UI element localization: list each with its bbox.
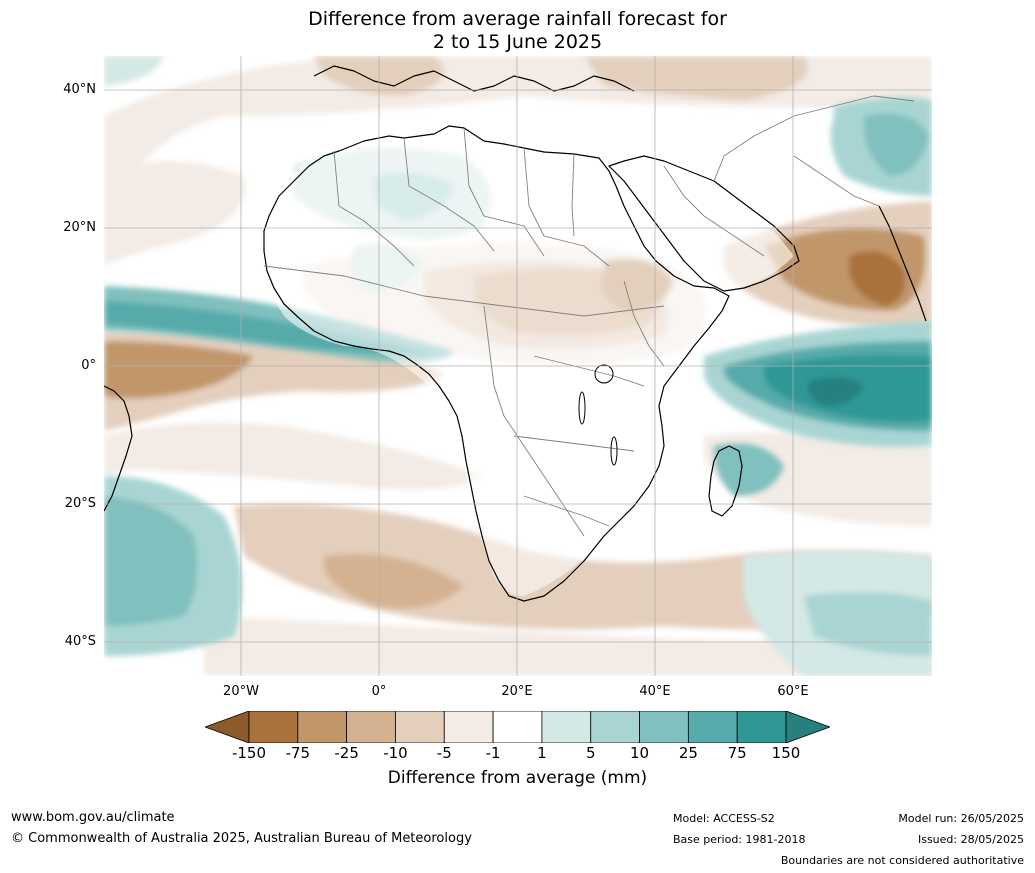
border-line: [403, 137, 495, 252]
colorbar-tick-label: -75: [285, 744, 311, 762]
wet-area-south-atlantic-core: [104, 496, 198, 626]
colorbar-tick-label: -25: [334, 744, 359, 762]
dry-area-southern-ocean-core: [324, 554, 464, 609]
colorbar-segment: [443, 710, 494, 744]
border-line: [663, 165, 765, 257]
footer-copyright: © Commonwealth of Australia 2025, Austra…: [11, 831, 472, 846]
wet-area-madagascar-channel: [714, 443, 784, 496]
border-line: [533, 355, 645, 387]
colorbar-segment: [541, 710, 592, 744]
lon-label-60e: 60°E: [777, 684, 809, 699]
colorbar-tick-label: 25: [678, 744, 698, 762]
map-title: Difference from average rainfall forecas…: [0, 8, 1035, 54]
border-line: [483, 305, 585, 537]
colorbar-tick-label: 150: [771, 744, 801, 762]
arabian-peninsula: [624, 163, 794, 291]
colorbar-segment: [590, 710, 640, 744]
colorbar-tick-label: -10: [383, 744, 408, 762]
graticule: [104, 56, 932, 676]
footer-base-period: Base period: 1981-2018: [673, 833, 806, 846]
colorbar-svg: [203, 710, 832, 744]
wet-area-central-asia-core: [864, 113, 929, 176]
border-line: [713, 95, 915, 182]
lat-label-equator: 0°: [81, 358, 96, 373]
footer-model-run: Model run: 26/05/2025: [898, 812, 1024, 825]
colorbar-segment: [687, 710, 738, 744]
lat-label-40s: 40°S: [64, 634, 96, 649]
border-line: [571, 153, 575, 237]
border-line: [523, 495, 610, 527]
africa-landmass: [264, 132, 728, 596]
lon-label-20e: 20°E: [501, 684, 533, 699]
map-svg: [104, 56, 932, 676]
rainfall-map: [104, 56, 932, 676]
colorbar-segment: [639, 710, 689, 744]
dry-area-far-south: [204, 616, 932, 676]
colorbar-tick-label: -5: [436, 744, 452, 762]
colorbar-segment: [492, 710, 543, 744]
lake-tanganyika: [578, 391, 586, 425]
madagascar-coastline: [708, 445, 743, 517]
lat-label-20n: 20°N: [63, 220, 96, 235]
colorbar-tick-label: -150: [231, 744, 267, 762]
lon-label-0: 0°: [371, 684, 387, 699]
border-line: [263, 265, 665, 317]
footer-model: Model: ACCESS-S2: [673, 812, 775, 825]
colorbar-segment: [395, 710, 445, 744]
colorbar-tick-label: 1: [537, 744, 547, 762]
lat-label-40n: 40°N: [63, 82, 96, 97]
footer-issued: Issued: 28/05/2025: [917, 833, 1024, 846]
lake-victoria: [594, 364, 614, 384]
dry-area-equatorial-atlantic: [104, 341, 254, 399]
colorbar-segment: [736, 710, 787, 744]
lakes: [578, 364, 618, 466]
title-line-1: Difference from average rainfall forecas…: [308, 8, 727, 30]
colorbar-extension-low: [203, 710, 250, 744]
colorbar-segment: [346, 710, 396, 744]
land-masses: [264, 132, 794, 596]
legend-colorbar: [203, 710, 832, 744]
border-line: [793, 155, 880, 207]
country-borders: [263, 95, 915, 537]
coastlines: [104, 65, 927, 602]
lat-label-20s: 20°S: [64, 496, 96, 511]
india-coastline: [878, 205, 927, 322]
dry-area-west-atlantic: [104, 161, 245, 266]
mediterranean-north-coast: [313, 65, 635, 92]
footer-disclaimer: Boundaries are not considered authoritat…: [780, 854, 1024, 867]
dry-area-south-atlantic: [104, 422, 484, 490]
south-america-coastline: [104, 385, 133, 512]
colorbar-tick-label: 10: [629, 744, 650, 762]
wet-area-southern-indian-core: [804, 592, 932, 656]
colorbar-tick-label: 5: [585, 744, 596, 762]
title-line-2: 2 to 15 June 2025: [432, 31, 603, 53]
footer-website[interactable]: www.bom.gov.au/climate: [11, 810, 175, 825]
wet-area-north-atlantic: [104, 56, 164, 86]
colorbar-segment: [297, 710, 348, 744]
lon-label-40e: 40°E: [639, 684, 671, 699]
border-line: [333, 150, 415, 267]
colorbar-segment: [248, 710, 299, 744]
border-line: [513, 435, 635, 452]
wet-area-indian-ocean-peak: [808, 377, 864, 406]
border-line: [523, 147, 610, 267]
colorbar-extension-high: [785, 710, 832, 744]
colorbar-tick-label: -1: [485, 744, 501, 762]
colorbar-tick-label: 75: [727, 744, 747, 762]
lake-malawi: [610, 436, 618, 466]
africa-coastline: [263, 125, 730, 602]
legend-label: Difference from average (mm): [387, 768, 648, 788]
lon-label-20w: 20°W: [223, 684, 259, 699]
arabian-coastline: [608, 155, 800, 292]
border-line: [623, 280, 665, 367]
border-line: [463, 127, 545, 257]
dry-area-india: [849, 251, 905, 306]
